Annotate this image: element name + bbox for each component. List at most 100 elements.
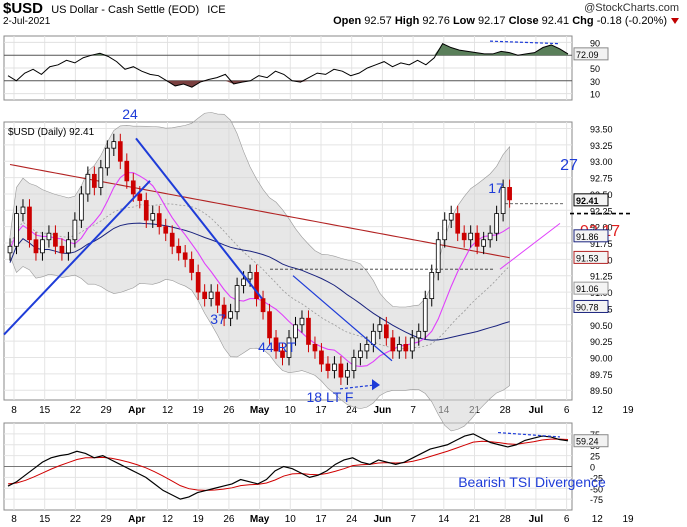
candle-body xyxy=(280,350,285,358)
x-tick-label: 10 xyxy=(285,405,297,416)
tsi-tick-label: -25 xyxy=(590,473,603,483)
close-label: Close xyxy=(508,15,539,27)
price-tick-label: 89.75 xyxy=(590,370,613,380)
candle-body xyxy=(137,193,143,201)
candle-body xyxy=(7,245,13,254)
x-tick-label-bottom: Jun xyxy=(374,514,392,525)
tsi-tick-label: -75 xyxy=(590,495,603,505)
candle-body xyxy=(79,193,84,221)
candle-body xyxy=(130,180,136,195)
candle-body xyxy=(409,337,415,352)
x-tick-label: 12 xyxy=(592,405,604,416)
candle-body xyxy=(156,213,162,228)
ticker-title: $USD US Dollar - Cash Settle (EOD) ICE xyxy=(3,0,226,17)
price-value-box xyxy=(573,193,609,207)
rsi-value-box xyxy=(573,47,609,61)
open-value: 92.57 xyxy=(364,15,392,27)
tsi-signal-line xyxy=(7,438,569,491)
x-tick-label-bottom: 21 xyxy=(469,514,481,525)
candle-body xyxy=(332,363,337,371)
candle-body xyxy=(27,206,32,241)
candle-body xyxy=(117,141,123,162)
candle-body xyxy=(20,206,26,214)
high-label: High xyxy=(394,15,420,27)
x-tick-label-bottom: 24 xyxy=(346,514,358,525)
minor-downtrend-line xyxy=(292,275,393,362)
uptrend-line xyxy=(3,180,151,336)
tsi-value-box xyxy=(573,434,609,448)
candle-body xyxy=(494,213,499,234)
candle-body xyxy=(176,245,182,254)
x-tick-label: 7 xyxy=(410,405,416,416)
candle-body xyxy=(40,239,45,254)
candle-body xyxy=(53,232,58,247)
price-value-label: 91.53 xyxy=(576,253,599,263)
candle-body xyxy=(241,278,246,286)
price-value-box xyxy=(573,281,609,295)
tsi-tick-label: -50 xyxy=(590,484,603,494)
candle-body xyxy=(377,324,383,332)
candle-body xyxy=(319,350,324,365)
price-tick-label: 91.75 xyxy=(590,239,613,249)
x-tick-label: 17 xyxy=(315,405,327,416)
candle-body xyxy=(92,173,97,188)
price-tick-label: 90.00 xyxy=(590,353,613,363)
candle-body xyxy=(260,298,266,313)
tsi-line xyxy=(7,433,569,500)
down-triangle-icon xyxy=(671,18,679,24)
candle-body xyxy=(338,363,344,378)
x-tick-label-bottom: 12 xyxy=(592,514,604,525)
chart-date: 2-Jul-2021 xyxy=(3,16,51,27)
x-tick-label: 15 xyxy=(39,405,51,416)
candle-body xyxy=(234,285,240,313)
candle-body xyxy=(351,357,357,371)
candle-body xyxy=(286,337,292,358)
chg-value: -0.18 (-0.20%) xyxy=(596,15,667,27)
candle-body xyxy=(182,252,188,260)
candle-body xyxy=(507,187,512,201)
candle-body xyxy=(455,213,461,234)
x-tick-label: Jun xyxy=(374,405,392,416)
tsi-divergence-line xyxy=(497,431,561,438)
close-value: 92.41 xyxy=(541,15,570,27)
x-tick-label: 22 xyxy=(70,405,82,416)
candle-body xyxy=(299,317,305,326)
candle-body xyxy=(345,370,350,378)
candle-body xyxy=(461,232,467,241)
candle-body xyxy=(66,239,71,254)
candle-body xyxy=(267,311,272,339)
high-value: 92.76 xyxy=(422,15,450,27)
price-value-box xyxy=(573,250,609,264)
annotation-17: 17 xyxy=(488,180,504,196)
candle-body xyxy=(85,173,91,195)
chg-label: Chg xyxy=(572,15,594,27)
x-tick-label: 24 xyxy=(346,405,358,416)
downtrend-line xyxy=(135,137,263,300)
ticker-description: US Dollar - Cash Settle (EOD) xyxy=(51,4,200,16)
candle-body xyxy=(143,200,149,221)
price-value-box xyxy=(573,229,609,243)
x-tick-label: 26 xyxy=(223,405,235,416)
x-tick-label: 12 xyxy=(162,405,174,416)
open-label: Open xyxy=(333,15,362,27)
x-tick-label-bottom: 19 xyxy=(622,514,634,525)
candle-body xyxy=(422,298,428,332)
x-tick-label: 19 xyxy=(193,405,205,416)
price-tick-label: 92.75 xyxy=(590,174,613,184)
price-tick-label: 92.25 xyxy=(590,206,613,216)
candle-body xyxy=(150,213,156,221)
candle-body xyxy=(254,272,259,300)
price-tick-label: 89.50 xyxy=(590,386,613,396)
tsi-tick-label: 25 xyxy=(590,452,600,462)
x-tick-label-bottom: 6 xyxy=(564,514,570,525)
x-tick-label-bottom: 10 xyxy=(285,514,297,525)
candle-body xyxy=(474,232,480,247)
rsi-tick-label: 30 xyxy=(590,77,600,87)
short-term-line xyxy=(499,222,561,270)
price-panel-label: $USD (Daily) 92.41 xyxy=(8,127,95,138)
price-tick-label: 93.00 xyxy=(590,157,613,167)
low-value: 92.17 xyxy=(478,15,506,27)
x-tick-label-bottom: 8 xyxy=(11,514,17,525)
x-tick-label-bottom: Apr xyxy=(128,514,145,525)
